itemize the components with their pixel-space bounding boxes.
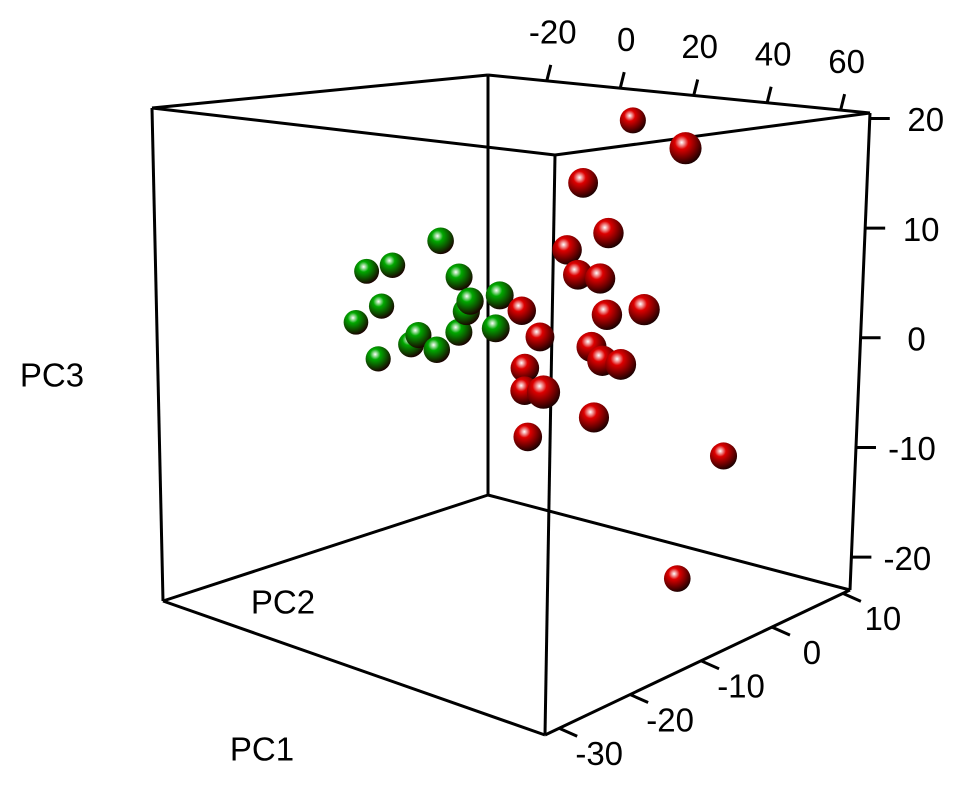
data-point bbox=[354, 258, 380, 284]
data-point bbox=[552, 235, 582, 265]
data-point bbox=[343, 309, 369, 335]
box-edge bbox=[150, 107, 165, 602]
x-axis-label: PC1 bbox=[230, 731, 294, 768]
x-tick bbox=[839, 93, 847, 111]
box-edge bbox=[544, 588, 851, 737]
box-edge bbox=[848, 112, 872, 591]
box-edge bbox=[554, 111, 871, 157]
x-tick bbox=[765, 86, 773, 104]
data-point bbox=[507, 296, 537, 325]
z-tick-label: 20 bbox=[907, 101, 944, 138]
data-point bbox=[445, 263, 473, 291]
data-point bbox=[585, 263, 616, 294]
y-axis-label: PC2 bbox=[251, 584, 315, 621]
y-tick-label: -20 bbox=[646, 701, 694, 738]
data-point bbox=[619, 107, 646, 134]
y-tick bbox=[558, 726, 578, 738]
z-axis-label: PC3 bbox=[20, 357, 84, 394]
data-point bbox=[628, 294, 660, 326]
x-tick-label: 40 bbox=[755, 35, 792, 72]
box-edge bbox=[151, 106, 556, 157]
y-tick bbox=[700, 659, 720, 671]
data-point bbox=[663, 565, 691, 592]
data-point bbox=[593, 217, 624, 249]
data-point bbox=[445, 318, 473, 346]
box-edge bbox=[151, 73, 489, 110]
z-tick-label: -10 bbox=[888, 430, 936, 467]
box-edge bbox=[543, 154, 557, 736]
x-tick-label: 20 bbox=[681, 28, 718, 65]
data-point bbox=[513, 422, 543, 452]
data-point bbox=[423, 336, 451, 363]
x-tick bbox=[545, 64, 553, 82]
data-point bbox=[605, 349, 637, 380]
data-point bbox=[669, 132, 702, 165]
data-point bbox=[525, 322, 555, 352]
box-edge bbox=[487, 73, 871, 115]
x-tick-label: 60 bbox=[828, 43, 865, 80]
data-point bbox=[591, 299, 623, 331]
y-tick bbox=[771, 625, 791, 637]
y-tick bbox=[629, 693, 649, 704]
data-point bbox=[379, 252, 406, 278]
data-point bbox=[365, 346, 391, 372]
data-point bbox=[709, 442, 738, 470]
data-point bbox=[510, 353, 540, 383]
y-tick-label: 0 bbox=[803, 634, 821, 671]
y-tick-label: -30 bbox=[575, 735, 623, 772]
box-edge bbox=[162, 493, 489, 603]
data-point bbox=[526, 375, 561, 409]
data-point bbox=[427, 227, 454, 255]
x-tick bbox=[692, 79, 700, 96]
data-point bbox=[578, 402, 610, 433]
data-point bbox=[456, 287, 484, 315]
data-point bbox=[368, 293, 395, 319]
data-point bbox=[568, 167, 599, 198]
y-tick-label: -10 bbox=[717, 668, 765, 705]
box-edge bbox=[162, 599, 546, 737]
z-tick-label: 10 bbox=[903, 211, 940, 248]
y-tick-label: 10 bbox=[865, 600, 902, 637]
data-point bbox=[485, 281, 514, 310]
x-tick bbox=[618, 71, 626, 89]
z-tick-label: 0 bbox=[907, 321, 925, 358]
z-tick-label: -20 bbox=[884, 540, 932, 577]
data-point bbox=[481, 314, 510, 343]
data-point bbox=[405, 321, 432, 349]
y-tick bbox=[842, 592, 862, 603]
x-tick-label: -20 bbox=[529, 14, 577, 51]
x-tick-label: 0 bbox=[617, 21, 635, 58]
data-point bbox=[563, 259, 593, 290]
